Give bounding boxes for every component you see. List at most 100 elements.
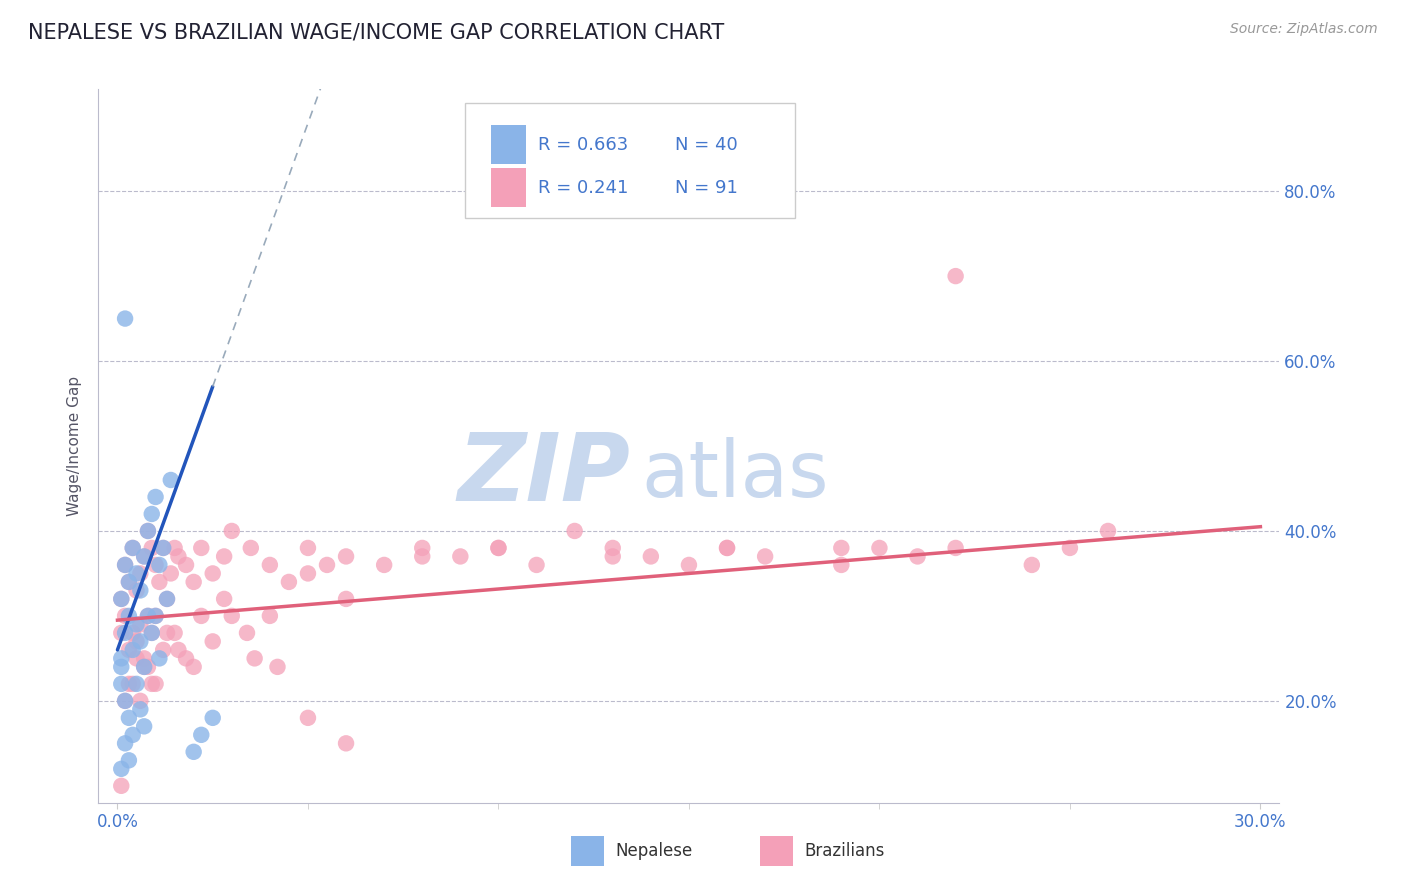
Point: [411, 541, 433, 555]
Point: [201, 566, 224, 581]
Text: Brazilians: Brazilians: [804, 842, 884, 860]
Point: [373, 558, 395, 572]
Point: [110, 591, 132, 606]
Point: [488, 541, 510, 555]
Point: [602, 541, 624, 555]
Point: [129, 702, 152, 716]
Point: [114, 558, 136, 572]
Text: N = 40: N = 40: [675, 136, 738, 153]
Point: [297, 566, 319, 581]
Point: [1097, 524, 1119, 538]
Point: [868, 541, 890, 555]
Point: [156, 626, 179, 640]
Point: [125, 617, 148, 632]
Point: [118, 677, 141, 691]
Point: [110, 677, 132, 691]
Point: [136, 660, 159, 674]
Point: [907, 549, 929, 564]
Point: [110, 779, 132, 793]
Point: [110, 591, 132, 606]
Text: ZIP: ZIP: [457, 428, 630, 521]
Point: [110, 660, 132, 674]
Point: [121, 728, 143, 742]
Point: [118, 608, 141, 623]
Point: [118, 711, 141, 725]
Point: [114, 558, 136, 572]
Text: NEPALESE VS BRAZILIAN WAGE/INCOME GAP CORRELATION CHART: NEPALESE VS BRAZILIAN WAGE/INCOME GAP CO…: [28, 22, 724, 42]
Text: Source: ZipAtlas.com: Source: ZipAtlas.com: [1230, 22, 1378, 37]
Point: [183, 745, 205, 759]
Point: [145, 608, 167, 623]
Text: R = 0.241: R = 0.241: [537, 178, 628, 196]
Point: [1059, 541, 1081, 555]
Point: [243, 651, 266, 665]
Point: [141, 626, 163, 640]
Point: [145, 558, 167, 572]
Point: [114, 626, 136, 640]
Point: [297, 711, 319, 725]
Point: [121, 541, 143, 555]
Point: [564, 524, 586, 538]
Point: [335, 736, 357, 750]
Point: [156, 591, 179, 606]
Point: [148, 558, 170, 572]
Point: [411, 549, 433, 564]
FancyBboxPatch shape: [759, 836, 793, 865]
Point: [297, 541, 319, 555]
Point: [163, 541, 186, 555]
Point: [266, 660, 288, 674]
Point: [236, 626, 259, 640]
Point: [640, 549, 662, 564]
Point: [145, 677, 167, 691]
Point: [125, 677, 148, 691]
Point: [125, 566, 148, 581]
Point: [114, 736, 136, 750]
Point: [125, 634, 148, 648]
Point: [156, 591, 179, 606]
Point: [221, 608, 243, 623]
Point: [145, 608, 167, 623]
Point: [212, 591, 235, 606]
Point: [259, 558, 281, 572]
Point: [212, 549, 235, 564]
Point: [183, 574, 205, 589]
Point: [118, 753, 141, 767]
Point: [114, 608, 136, 623]
Point: [136, 524, 159, 538]
Point: [129, 617, 152, 632]
Point: [129, 694, 152, 708]
Point: [129, 634, 152, 648]
Point: [134, 660, 156, 674]
Point: [114, 694, 136, 708]
Point: [183, 660, 205, 674]
Point: [190, 728, 212, 742]
Point: [316, 558, 339, 572]
Point: [136, 608, 159, 623]
Point: [118, 643, 141, 657]
Point: [716, 541, 738, 555]
FancyBboxPatch shape: [571, 836, 605, 865]
Point: [174, 558, 197, 572]
Point: [110, 626, 132, 640]
Point: [259, 608, 281, 623]
Point: [190, 608, 212, 623]
Point: [152, 643, 174, 657]
Point: [134, 549, 156, 564]
Point: [159, 473, 181, 487]
Point: [110, 651, 132, 665]
Point: [754, 549, 776, 564]
Text: atlas: atlas: [641, 436, 830, 513]
Point: [163, 626, 186, 640]
Point: [148, 651, 170, 665]
Point: [167, 643, 190, 657]
Point: [125, 651, 148, 665]
Point: [602, 549, 624, 564]
Point: [335, 591, 357, 606]
Point: [134, 660, 156, 674]
Point: [129, 583, 152, 598]
Text: R = 0.663: R = 0.663: [537, 136, 628, 153]
Point: [526, 558, 548, 572]
Point: [141, 626, 163, 640]
Point: [945, 541, 967, 555]
FancyBboxPatch shape: [491, 125, 526, 164]
